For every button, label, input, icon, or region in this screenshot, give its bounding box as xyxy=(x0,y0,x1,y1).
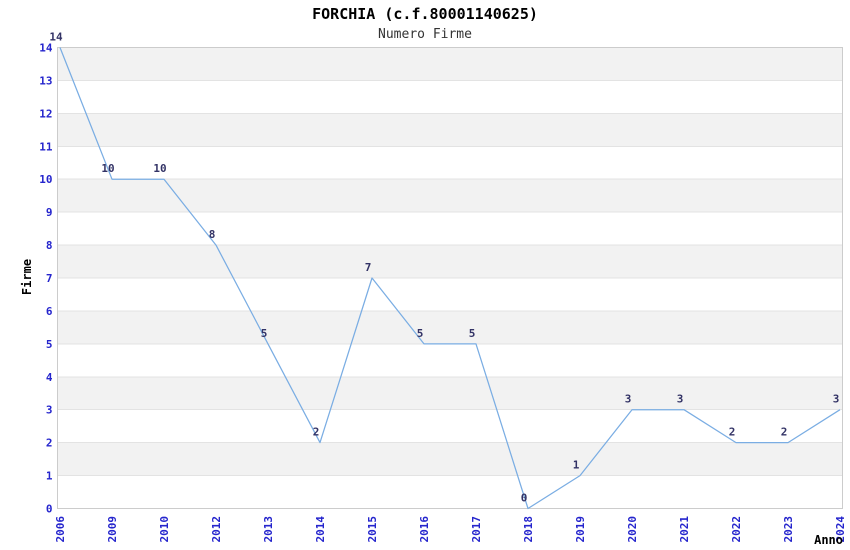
y-tick-label: 0 xyxy=(46,503,53,516)
y-tick-label: 12 xyxy=(39,107,52,120)
x-tick-label: 2017 xyxy=(470,516,483,543)
x-tick-label: 2016 xyxy=(418,516,431,543)
y-tick-label: 5 xyxy=(46,338,53,351)
x-tick-label: 2009 xyxy=(106,516,119,543)
data-label: 2 xyxy=(781,426,788,439)
y-tick-label: 4 xyxy=(46,371,53,384)
y-tick-label: 8 xyxy=(46,239,53,252)
x-tick-label: 2019 xyxy=(574,516,587,543)
plot-band xyxy=(57,179,843,213)
data-label: 3 xyxy=(677,393,684,406)
y-tick-label: 3 xyxy=(46,404,53,417)
data-label: 2 xyxy=(313,426,320,439)
data-label: 8 xyxy=(209,228,216,241)
data-label: 14 xyxy=(49,31,63,44)
chart-subtitle: Numero Firme xyxy=(378,27,472,42)
x-tick-label: 2024 xyxy=(834,516,847,543)
y-tick-label: 13 xyxy=(39,74,52,87)
x-tick-label: 2023 xyxy=(782,516,795,543)
data-label: 3 xyxy=(833,393,840,406)
plot-band xyxy=(57,47,843,81)
y-tick-label: 6 xyxy=(46,305,53,318)
data-label: 7 xyxy=(365,261,372,274)
y-tick-label: 11 xyxy=(39,140,53,153)
plot-band xyxy=(57,376,843,410)
data-label: 10 xyxy=(101,162,114,175)
x-tick-label: 2014 xyxy=(314,516,327,543)
chart-title: FORCHIA (c.f.80001140625) xyxy=(312,5,538,23)
x-tick-label: 2015 xyxy=(366,516,379,543)
x-axis-label: Anno xyxy=(814,533,843,547)
y-tick-label: 1 xyxy=(46,470,53,483)
x-tick-label: 2012 xyxy=(210,516,223,543)
x-tick-label: 2022 xyxy=(730,516,743,543)
y-tick-label: 7 xyxy=(46,272,53,285)
x-tick-label: 2018 xyxy=(522,516,535,543)
data-label: 3 xyxy=(625,393,632,406)
y-axis-label: Firme xyxy=(20,258,34,296)
x-tick-label: 2010 xyxy=(158,516,171,543)
y-tick-label: 10 xyxy=(39,173,52,186)
plot-band xyxy=(57,310,843,344)
data-label: 2 xyxy=(729,426,736,439)
data-label: 5 xyxy=(469,327,476,340)
plot-border xyxy=(57,47,843,509)
data-label: 1 xyxy=(573,459,580,472)
plot-band xyxy=(57,442,843,476)
data-label: 10 xyxy=(153,162,166,175)
plot-band xyxy=(57,113,843,147)
x-tick-label: 2021 xyxy=(678,516,691,543)
y-tick-label: 9 xyxy=(46,206,53,219)
x-tick-label: 2020 xyxy=(626,516,639,543)
plot-band xyxy=(57,245,843,278)
y-tick-label: 14 xyxy=(39,42,53,55)
x-tick-label: 2006 xyxy=(54,516,67,543)
data-label: 5 xyxy=(417,327,424,340)
series-line xyxy=(59,47,841,510)
x-tick-label: 2013 xyxy=(262,516,275,543)
data-label: 5 xyxy=(261,327,268,340)
data-label: 0 xyxy=(521,492,528,505)
y-tick-label: 2 xyxy=(46,437,53,450)
